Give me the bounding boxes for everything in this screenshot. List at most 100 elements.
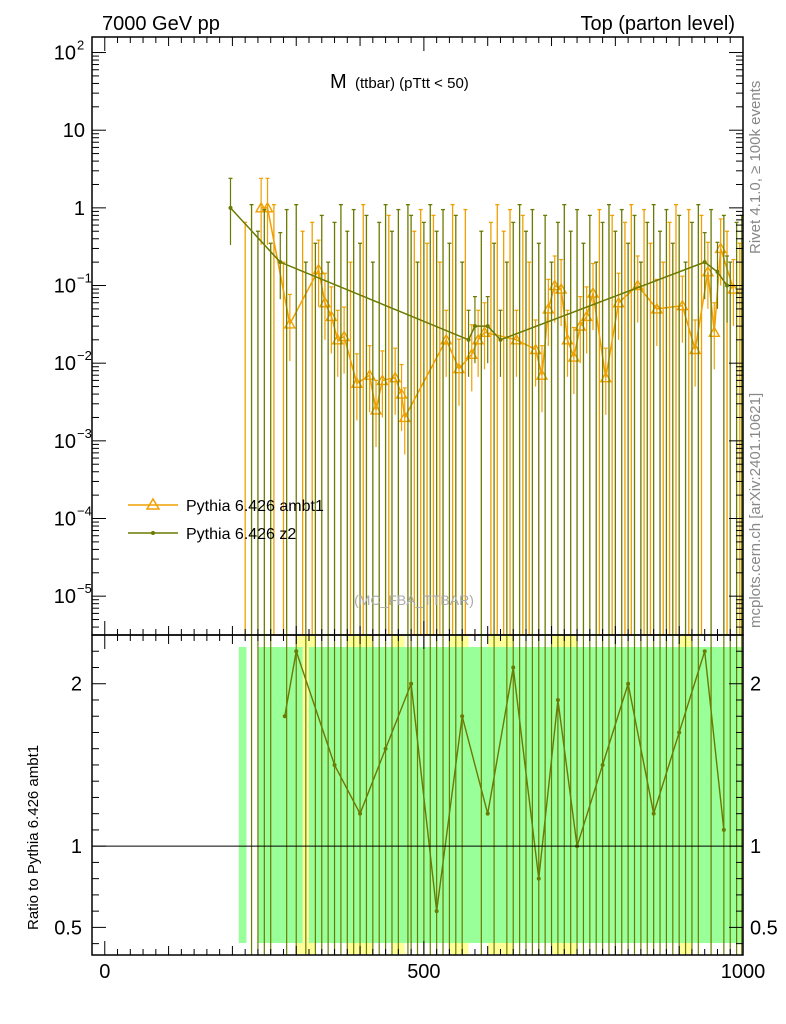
- y-tick-label-exponent: −4: [77, 504, 92, 519]
- ratio-data-point: [677, 730, 682, 735]
- y-tick-label: 10: [54, 276, 76, 298]
- data-point-triangle: [701, 265, 715, 277]
- data-point-triangle: [325, 309, 338, 322]
- x-tick-labels: 0 500 1000: [99, 961, 765, 983]
- y-tick-label: 10: [54, 431, 76, 453]
- data-point-triangle: [535, 368, 549, 380]
- ratio-series-layer: [250, 635, 743, 955]
- data-point-triangle: [586, 286, 600, 298]
- ratio-data-point: [434, 909, 439, 914]
- ratio-y-tick-label-right: 1: [750, 836, 761, 858]
- ratio-y-axis-label: Ratio to Pythia 6.426 ambt1: [25, 745, 42, 930]
- data-point-triangle: [542, 302, 555, 314]
- ratio-data-point: [485, 811, 490, 816]
- ratio-frame: [91, 634, 744, 956]
- data-point-triangle: [708, 325, 721, 337]
- data-point-triangle: [369, 403, 383, 415]
- rivet-version-label: Rivet 4.1.0, ≥ 100k events: [747, 81, 764, 254]
- x-tick-label-500: 500: [407, 961, 440, 983]
- data-point-triangle: [318, 296, 332, 308]
- data-point-triangle: [548, 279, 561, 291]
- y-tick-label: 10: [63, 120, 85, 142]
- header-right: Top (parton level): [580, 13, 735, 35]
- data-point-dot: [715, 269, 720, 274]
- series-line: [229, 207, 728, 341]
- analysis-watermark: (MC_FBA_TTBAR): [354, 592, 474, 608]
- ratio-data-point: [511, 665, 516, 670]
- legend-z2-label: Pythia 6.426 z2: [186, 526, 296, 543]
- ratio-data-point: [460, 714, 465, 719]
- legend-z2-marker: [151, 531, 155, 535]
- data-point-triangle: [727, 282, 740, 294]
- data-point-triangle: [574, 319, 587, 331]
- data-point-triangle: [376, 373, 389, 386]
- ratio-y-tick-label-right: 2: [750, 674, 761, 696]
- y-tick-label: 10: [54, 353, 76, 375]
- data-point-triangle: [567, 350, 581, 362]
- ratio-y-tick-label-left: 0.5: [54, 917, 82, 939]
- chart-title-main: M: [330, 71, 347, 93]
- data-point-triangle: [580, 309, 593, 322]
- data-point-triangle: [676, 299, 689, 311]
- data-point-triangle: [688, 343, 702, 355]
- data-point-triangle: [599, 371, 612, 383]
- ratio-data-point: [282, 714, 287, 719]
- ratio-y-tick-label-right: 0.5: [750, 917, 778, 939]
- data-point-triangle: [395, 387, 408, 399]
- ratio-data-point: [651, 811, 656, 816]
- mcplots-label: mcplots.cern.ch [arXiv:2401.10621]: [747, 393, 764, 628]
- chart-title-sub: (ttbar) (pTtt < 50): [355, 75, 469, 92]
- x-tick-label-0: 0: [99, 961, 110, 983]
- data-point-dot: [466, 337, 471, 342]
- ratio-data-point: [332, 762, 337, 767]
- ratio-y-ticks: 0.5 0.5 1 1 2 2: [54, 650, 778, 945]
- data-point-triangle: [337, 330, 351, 342]
- y-tick-label-exponent: −2: [77, 348, 92, 363]
- legend-ambt1-marker: [145, 497, 161, 510]
- y-tick-label-exponent: −1: [77, 271, 92, 286]
- data-point-triangle: [283, 317, 297, 329]
- data-point-dot: [498, 337, 503, 342]
- y-tick-label: 10: [54, 509, 76, 531]
- ratio-data-point: [626, 681, 631, 686]
- y-tick-label-exponent: −3: [77, 426, 92, 441]
- data-point-dot: [725, 283, 730, 288]
- ratio-band-green: [238, 647, 247, 943]
- data-point-dot: [228, 205, 233, 210]
- ratio-data-point: [383, 746, 388, 751]
- main-x-ticks: [104, 37, 744, 635]
- ratio-y-tick-label-left: 2: [71, 674, 82, 696]
- data-point-triangle: [350, 376, 364, 389]
- data-point-triangle: [254, 201, 268, 213]
- data-point-triangle: [452, 362, 466, 374]
- y-tick-label: 1: [74, 198, 85, 220]
- data-point-triangle: [388, 371, 402, 383]
- ratio-data-point: [721, 827, 726, 832]
- ratio-data-point: [555, 697, 560, 702]
- data-point-triangle: [561, 333, 574, 345]
- ratio-data-point: [294, 649, 299, 654]
- data-point-triangle: [261, 201, 274, 213]
- data-point-triangle: [465, 347, 478, 360]
- data-point-dot: [472, 324, 477, 329]
- x-tick-label-1000: 1000: [721, 961, 766, 983]
- data-point-triangle: [612, 296, 625, 308]
- y-tick-label-exponent: −5: [77, 581, 92, 596]
- ratio-y-tick-label-left: 1: [71, 836, 82, 858]
- data-point-triangle: [398, 411, 411, 423]
- ratio-x-ticks: [104, 635, 744, 955]
- ratio-data-point: [600, 762, 605, 767]
- data-point-triangle: [650, 302, 664, 314]
- data-point-triangle: [529, 343, 542, 355]
- ratio-data-point: [409, 681, 414, 686]
- data-point-triangle: [478, 325, 491, 337]
- data-point-dot: [278, 260, 283, 265]
- data-point-triangle: [510, 333, 523, 345]
- ratio-data-point: [358, 811, 363, 816]
- data-point-triangle: [363, 368, 376, 380]
- main-series-layer: [228, 177, 744, 635]
- data-point-dot: [485, 324, 490, 329]
- legend-ambt1-label: Pythia 6.426 ambt1: [186, 498, 324, 515]
